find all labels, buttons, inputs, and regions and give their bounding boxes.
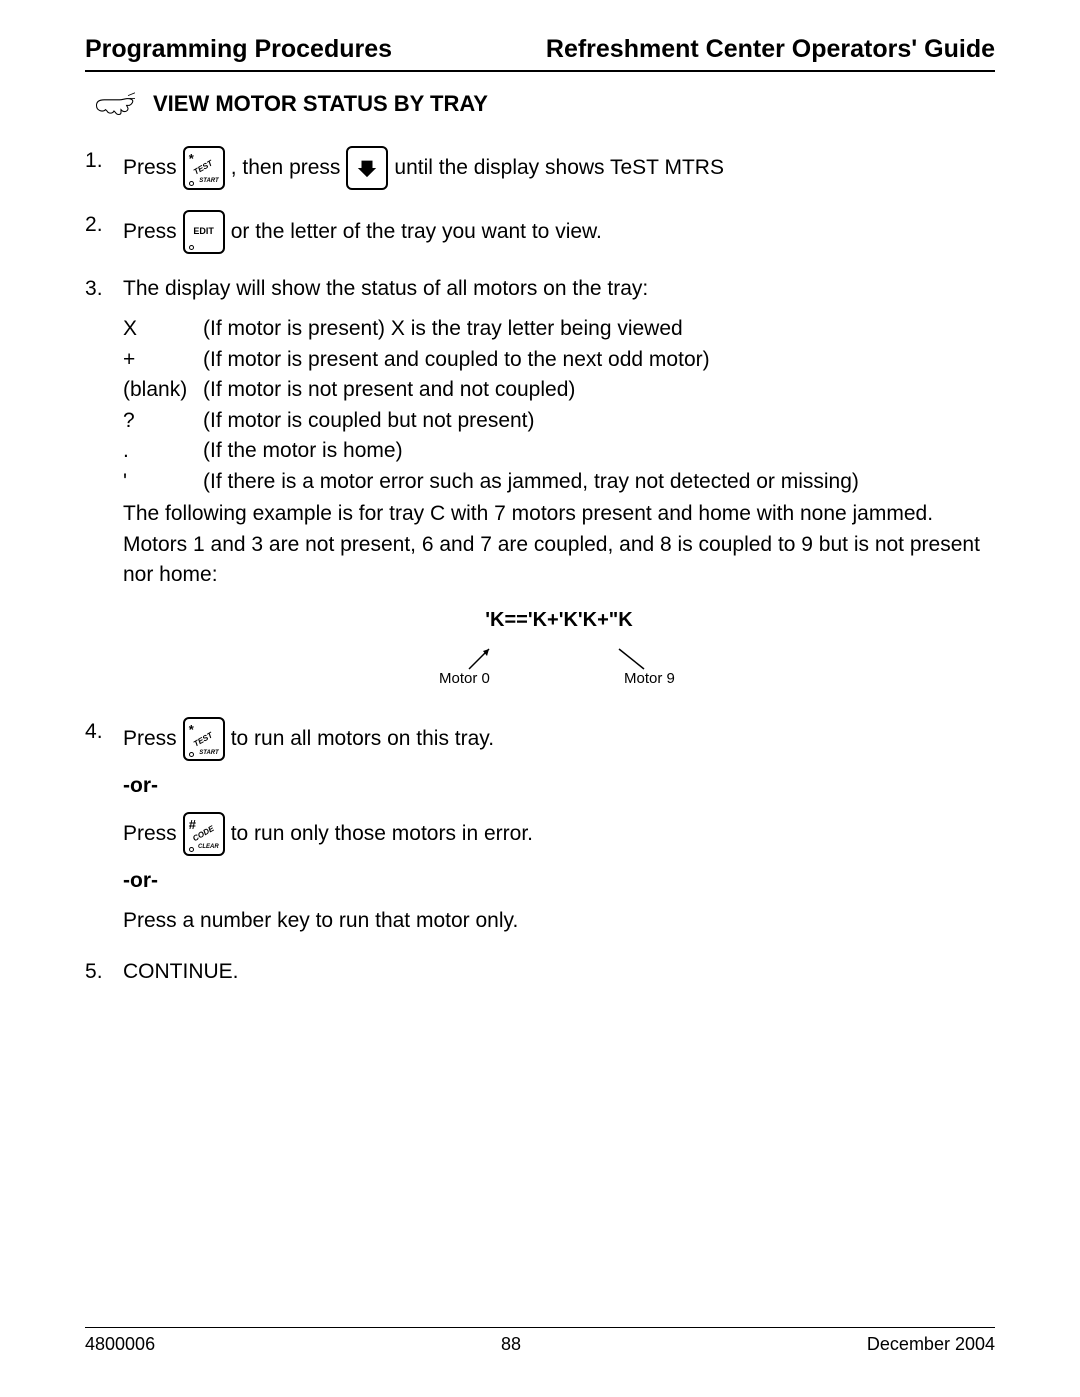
step1-text2: , then press — [231, 153, 341, 183]
code-clear-key-icon: # CODE CLEAR — [183, 812, 225, 856]
test-start-key-icon: * TEST START — [183, 717, 225, 761]
page-footer: 4800006 88 December 2004 — [85, 1327, 995, 1355]
svg-text:Motor 0: Motor 0 — [439, 670, 490, 687]
step5-text: CONTINUE. — [123, 960, 239, 983]
step4-text1: Press — [123, 724, 177, 754]
footer-doc-number: 4800006 — [85, 1334, 155, 1355]
or-separator: -or- — [123, 866, 995, 896]
step-2: Press EDIT or the letter of the tray you… — [85, 210, 995, 254]
step4-text3: Press — [123, 819, 177, 849]
status-row: (blank)(If motor is not present and not … — [123, 375, 995, 405]
motor-pointer-lines-icon: Motor 0 Motor 9 — [429, 641, 689, 697]
steps-list: Press * TEST START , then press until th… — [85, 146, 995, 987]
header-left: Programming Procedures — [85, 35, 392, 64]
step-4: Press * TEST START to run all motors on … — [85, 717, 995, 936]
test-start-key-icon: * TEST START — [183, 146, 225, 190]
status-row: .(If the motor is home) — [123, 436, 995, 466]
step4-text2: to run all motors on this tray. — [231, 724, 494, 754]
section-title: VIEW MOTOR STATUS BY TRAY — [153, 91, 488, 117]
page: Programming Procedures Refreshment Cente… — [0, 0, 1080, 1397]
motor-display-diagram: 'K=='K+'K'K+"K Motor 0 Motor 9 — [123, 596, 995, 697]
step2-text2: or the letter of the tray you want to vi… — [231, 217, 602, 247]
step-1: Press * TEST START , then press until th… — [85, 146, 995, 190]
status-row: '(If there is a motor error such as jamm… — [123, 467, 995, 497]
svg-text:Motor 9: Motor 9 — [624, 670, 675, 687]
section-heading-row: VIEW MOTOR STATUS BY TRAY — [93, 90, 995, 118]
step2-text1: Press — [123, 217, 177, 247]
footer-page-number: 88 — [501, 1334, 521, 1355]
pointing-hand-icon — [93, 90, 135, 118]
step3-example-para: The following example is for tray C with… — [123, 499, 995, 590]
footer-date: December 2004 — [867, 1334, 995, 1355]
status-row: +(If motor is present and coupled to the… — [123, 345, 995, 375]
status-table: X(If motor is present) X is the tray let… — [123, 314, 995, 497]
step4-text5: Press a number key to run that motor onl… — [123, 906, 995, 936]
step4-text4: to run only those motors in error. — [231, 819, 533, 849]
step3-intro: The display will show the status of all … — [123, 274, 995, 304]
page-header: Programming Procedures Refreshment Cente… — [85, 35, 995, 72]
step-3: The display will show the status of all … — [85, 274, 995, 697]
display-example-line: 'K=='K+'K'K+"K — [485, 606, 632, 635]
status-row: X(If motor is present) X is the tray let… — [123, 314, 995, 344]
or-separator: -or- — [123, 771, 995, 801]
step1-text3: until the display shows TeST MTRS — [394, 153, 724, 183]
header-right: Refreshment Center Operators' Guide — [546, 35, 995, 64]
step1-text1: Press — [123, 153, 177, 183]
step-5: CONTINUE. — [85, 957, 995, 987]
edit-key-icon: EDIT — [183, 210, 225, 254]
status-row: ?(If motor is coupled but not present) — [123, 406, 995, 436]
down-arrow-key-icon — [346, 146, 388, 190]
